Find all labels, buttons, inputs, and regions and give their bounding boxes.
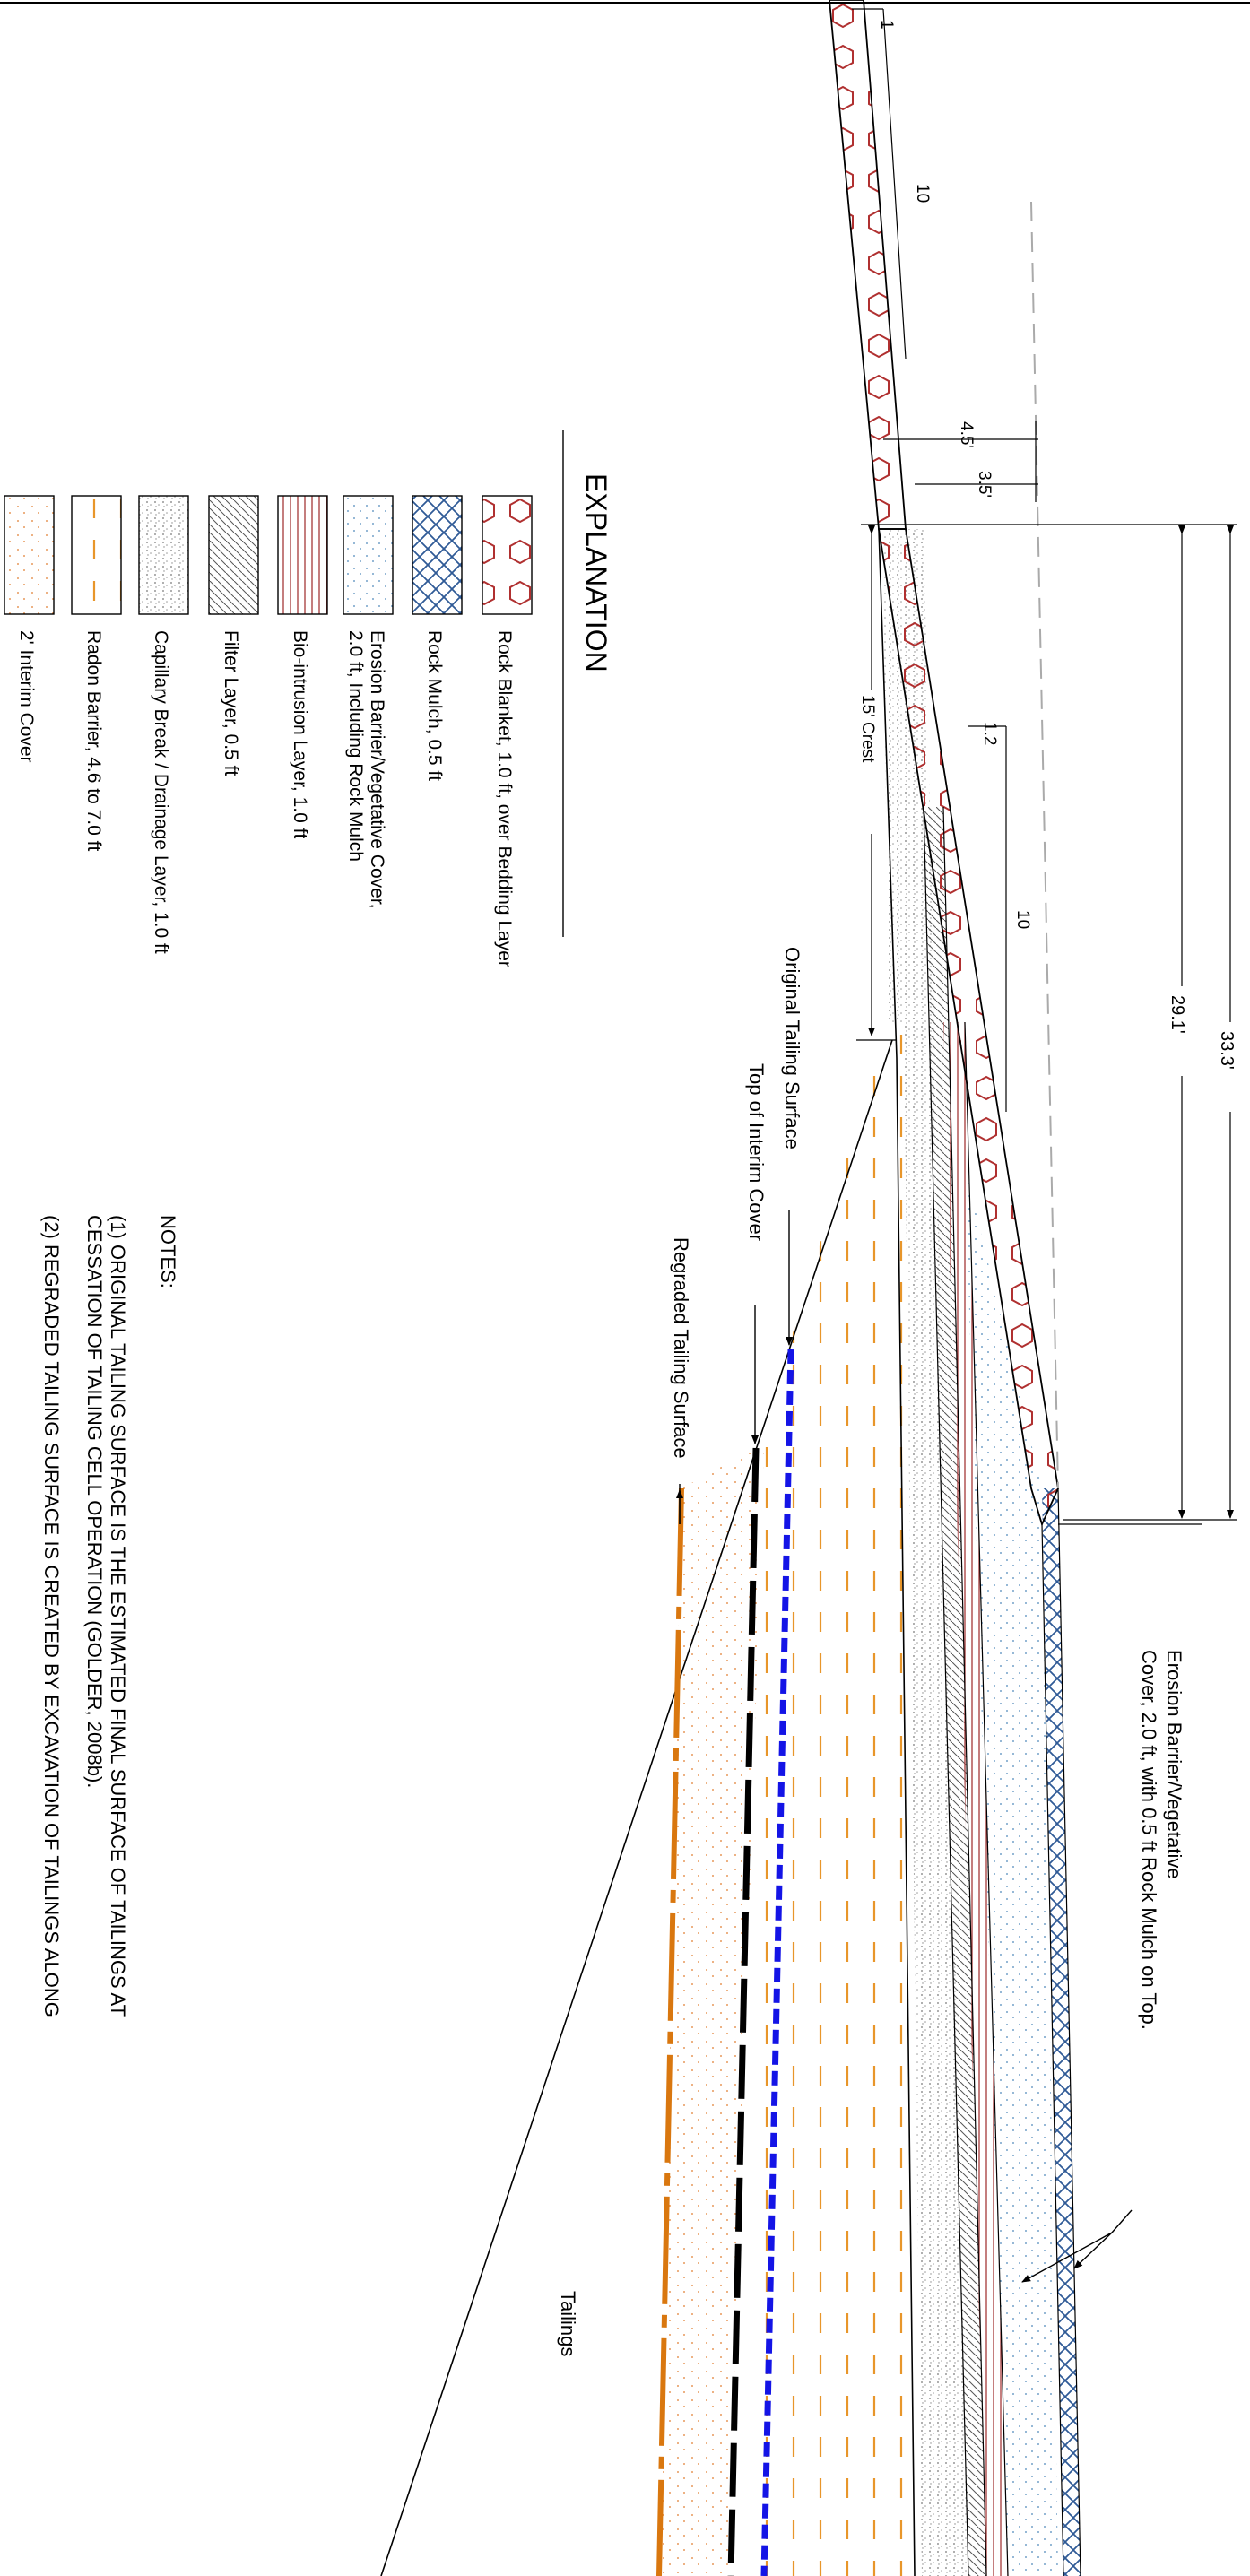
- rock-blanket-upper: [829, 0, 907, 530]
- explanation-legend: EXPLANATION Rock Blanket, 1.0 ft, over B…: [4, 430, 612, 967]
- orange-dash-icon: [71, 495, 122, 615]
- hexagon-rock-icon: [482, 495, 533, 615]
- slope-top-run-label: 10: [913, 184, 932, 203]
- legend-item-erosion-barrier: Erosion Barrier/Vegetative Cover, 2.0 ft…: [343, 495, 394, 909]
- dimensions: 1 10 4.5' 3.5' 15' Crest 1.2 10 29.1' 33…: [852, 8, 1237, 1525]
- erosion-callout-line1: Erosion Barrier/Vegetative: [1163, 1650, 1185, 1879]
- width-a-label: 4.5': [957, 421, 976, 448]
- erosion-callout-line2: Cover, 2.0 ft, with 0.5 ft Rock Mulch on…: [1138, 1650, 1160, 2030]
- note-2-line-1: (2) REGRADED TAILING SURFACE IS CREATED …: [40, 1215, 63, 2017]
- legend-item-filter: Filter Layer, 0.5 ft: [208, 495, 259, 776]
- legend-item-rock-blanket: Rock Blanket, 1.0 ft, over Bedding Layer: [482, 495, 533, 967]
- note-1-line-2: CESSATION OF TAILING CELL OPERATION (GOL…: [83, 1215, 106, 1788]
- orange-dots-icon: [4, 495, 55, 615]
- crest-label: 15' Crest: [858, 695, 877, 763]
- gray-stipple-icon: [138, 495, 189, 615]
- legend-item-capillary-break: Capillary Break / Drainage Layer, 1.0 ft: [138, 495, 189, 954]
- callouts: Original Tailing Surface Top of Interim …: [557, 947, 1185, 2356]
- svg-text:2.0 ft, Including Rock Mulch: 2.0 ft, Including Rock Mulch: [345, 630, 366, 862]
- svg-text:Rock Blanket, 1.0 ft, over Bed: Rock Blanket, 1.0 ft, over Bedding Layer: [494, 630, 515, 967]
- interim-top-label: Top of Interim Cover: [745, 1063, 768, 1241]
- svg-text:Radon Barrier, 4.6 to 7.0 ft: Radon Barrier, 4.6 to 7.0 ft: [83, 630, 104, 851]
- svg-text:Bio-intrusion Layer, 1.0 ft: Bio-intrusion Layer, 1.0 ft: [290, 630, 310, 838]
- original-surface-label: Original Tailing Surface: [781, 947, 803, 1149]
- slope-mid-rise-label: 1.2: [980, 722, 999, 745]
- regraded-tailing-surface-line: [656, 1487, 684, 2576]
- legend-item-radon-barrier: Radon Barrier, 4.6 to 7.0 ft: [71, 495, 122, 851]
- length-b-label: 33.3': [1217, 1031, 1237, 1070]
- svg-text:Capillary Break / Drainage Lay: Capillary Break / Drainage Layer, 1.0 ft: [151, 630, 171, 954]
- diagonal-hatch-icon: [208, 495, 259, 615]
- length-a-label: 29.1': [1168, 995, 1187, 1034]
- legend-item-bio-intrusion: Bio-intrusion Layer, 1.0 ft: [277, 495, 328, 838]
- notes-title: NOTES:: [157, 1215, 179, 1288]
- radon-barrier-band: [762, 1022, 922, 2576]
- explanation-title: EXPLANATION: [580, 473, 612, 672]
- rock-mulch-band: [1042, 1488, 1081, 2576]
- interim-cover-top-line: [760, 1349, 794, 2576]
- interim-cover-band: [659, 1444, 764, 2576]
- erosion-barrier-band: [965, 1166, 1058, 2576]
- slope-top-rise-label: 1: [877, 20, 896, 30]
- svg-text:2' Interim Cover: 2' Interim Cover: [16, 630, 37, 763]
- width-b-label: 3.5': [975, 471, 994, 498]
- capillary-break-band: [883, 529, 968, 2576]
- crosshatch-icon: [412, 495, 463, 615]
- notes: NOTES: (1) ORIGINAL TAILING SURFACE IS T…: [40, 1215, 179, 2017]
- cross-section: [380, 0, 1081, 2576]
- note-1-line-1: (1) ORIGINAL TAILING SURFACE IS THE ESTI…: [107, 1215, 129, 2017]
- regraded-label: Regraded Tailing Surface: [670, 1237, 692, 1459]
- original-tailing-surface-line: [380, 1039, 893, 2576]
- vertical-red-lines-icon: [277, 495, 328, 615]
- tailings-label: Tailings: [557, 2291, 579, 2356]
- legend-item-interim-cover: 2' Interim Cover: [4, 495, 55, 763]
- slope-mid-run-label: 10: [1013, 910, 1032, 929]
- legend-item-rock-mulch: Rock Mulch, 0.5 ft: [412, 495, 463, 781]
- filter-layer-band: [924, 807, 986, 2576]
- stipple-blue-icon: [343, 495, 394, 615]
- svg-text:Erosion Barrier/Vegetative Cov: Erosion Barrier/Vegetative Cover,: [367, 630, 387, 909]
- svg-text:Filter Layer, 0.5 ft: Filter Layer, 0.5 ft: [221, 630, 241, 776]
- svg-text:Rock Mulch, 0.5 ft: Rock Mulch, 0.5 ft: [424, 630, 445, 781]
- bio-intrusion-band: [943, 1022, 1008, 2576]
- rock-blanket-lower: [877, 528, 1059, 1527]
